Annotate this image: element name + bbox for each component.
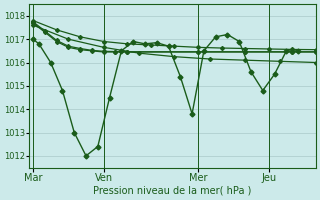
X-axis label: Pression niveau de la mer( hPa ): Pression niveau de la mer( hPa ) bbox=[93, 186, 252, 196]
